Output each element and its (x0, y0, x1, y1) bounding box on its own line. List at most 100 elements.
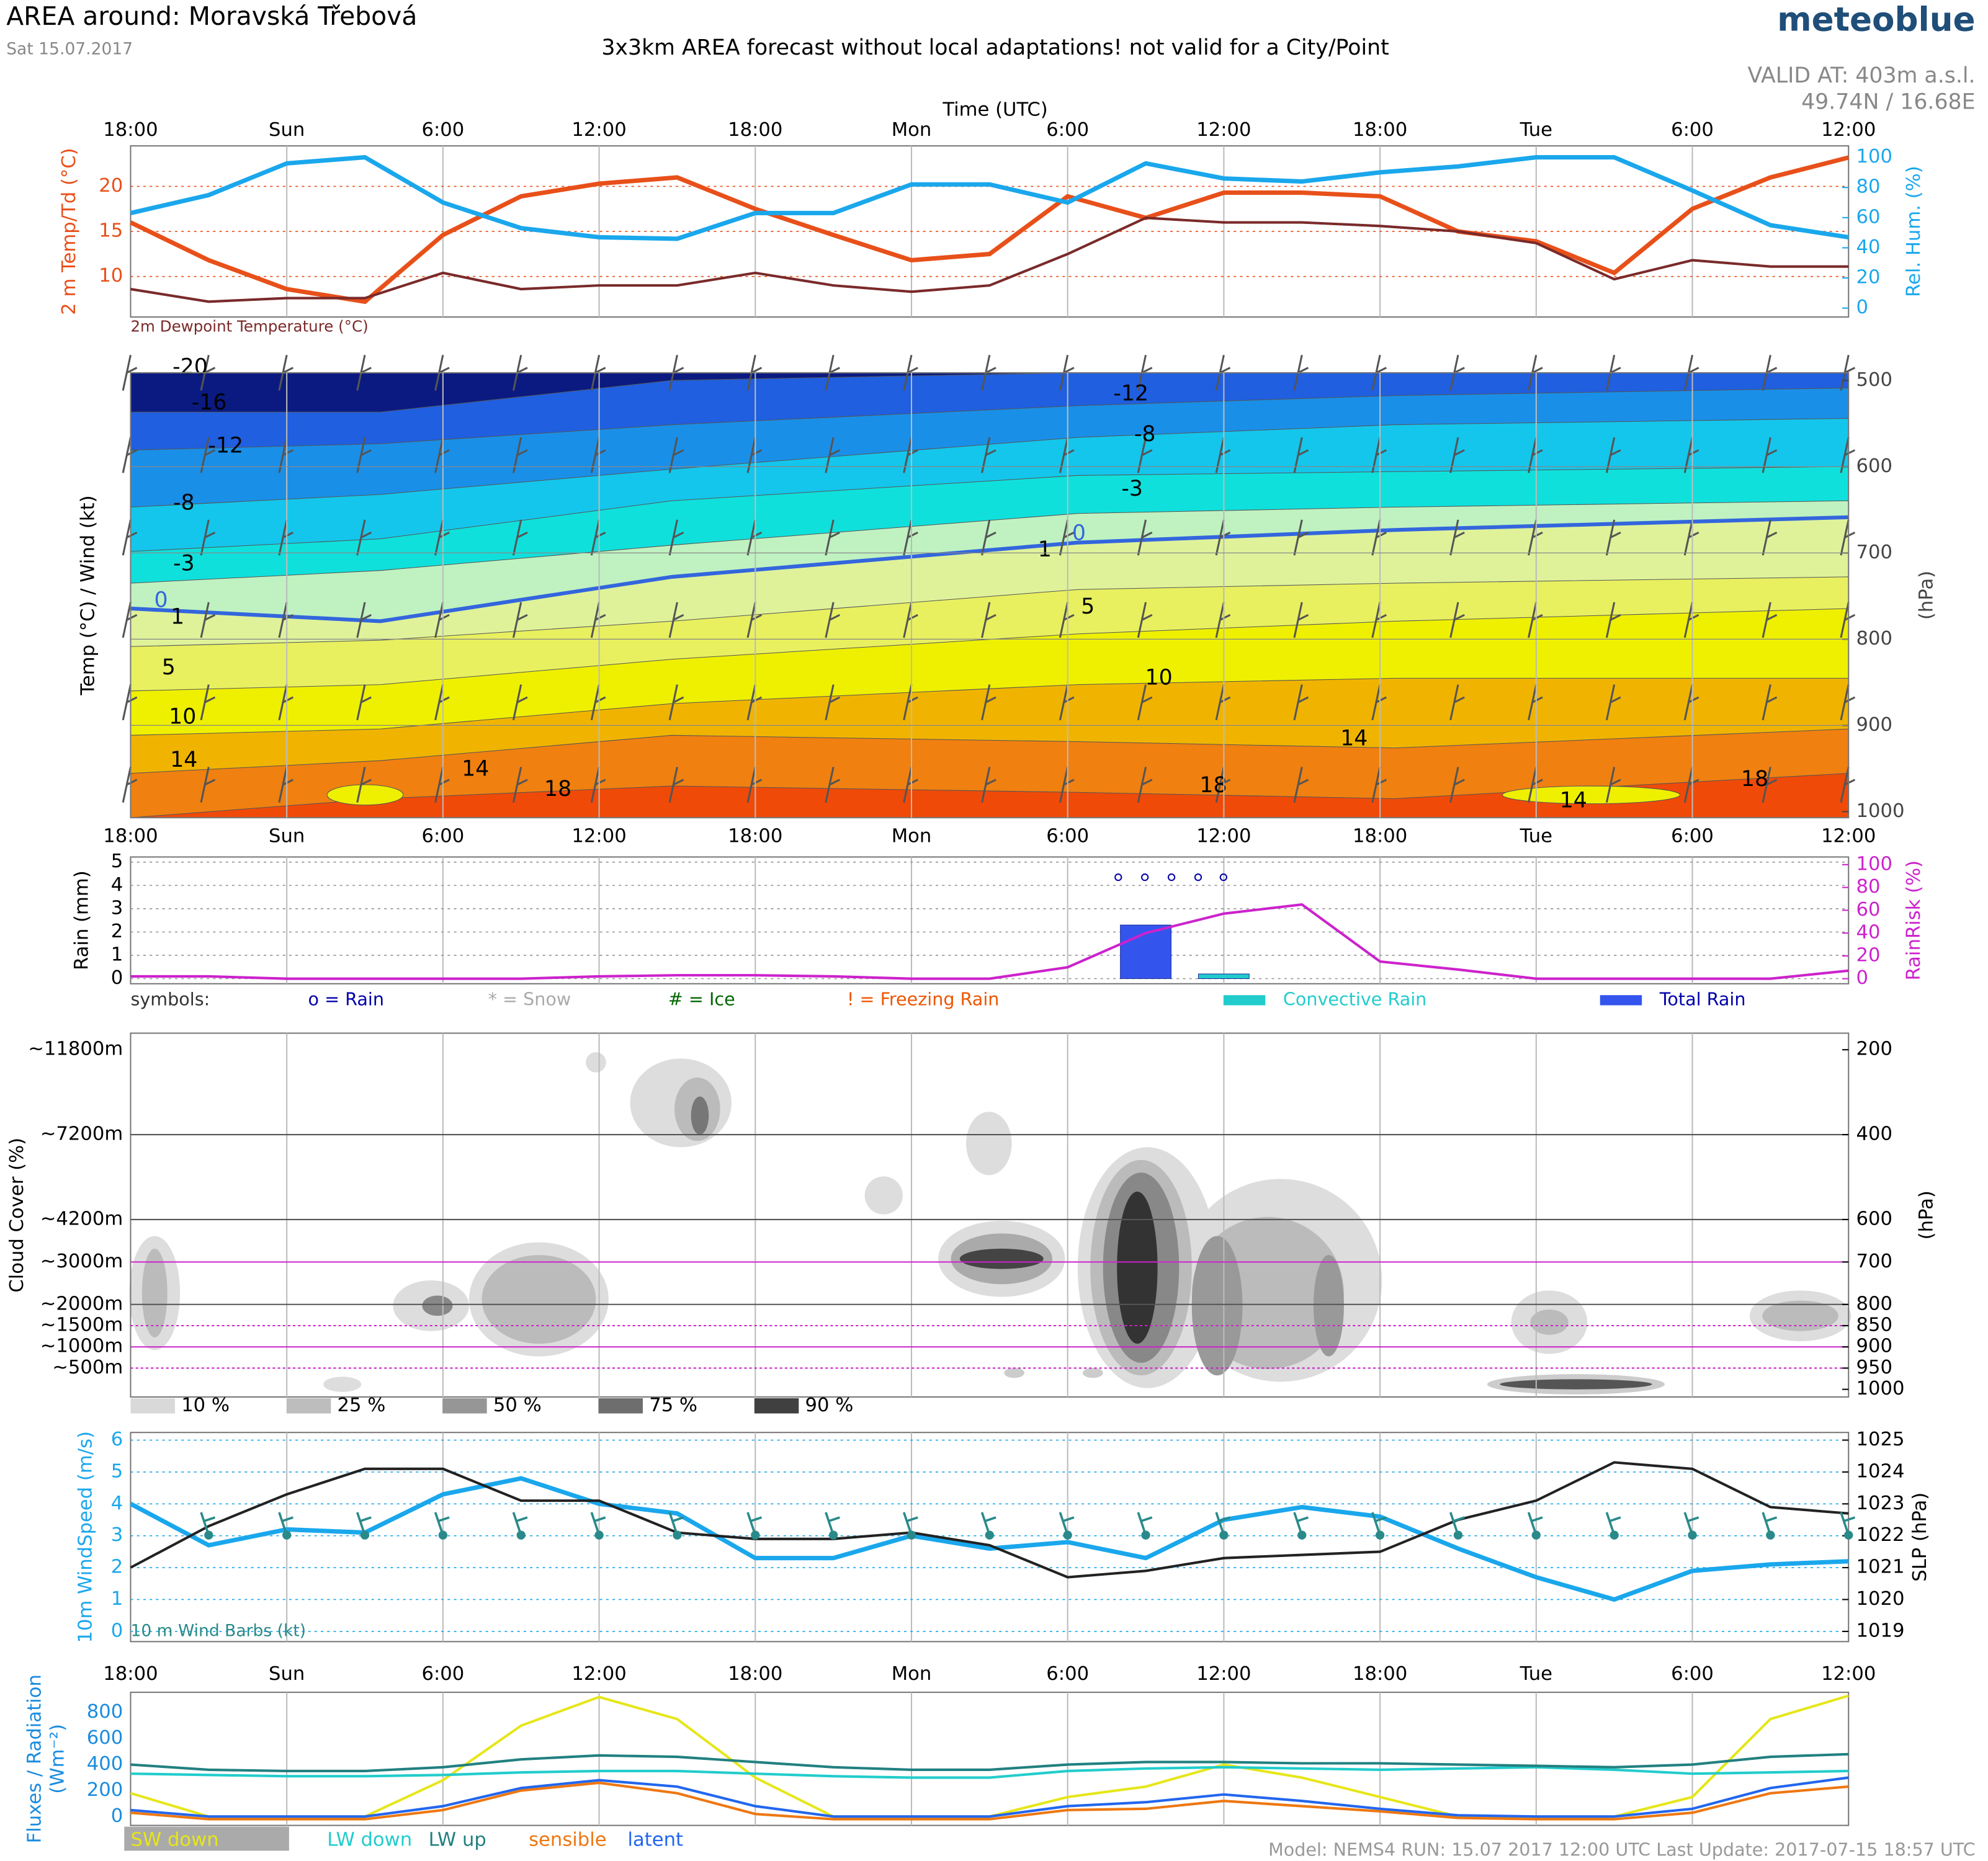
cloud-blob (481, 1255, 596, 1344)
time-label: Mon (892, 825, 932, 847)
wind-barb-dot (360, 1530, 370, 1540)
subtitle: 3x3km AREA forecast without local adapta… (601, 35, 1389, 60)
time-label: 12:00 (571, 1663, 626, 1685)
y-tick-label: ~7200m (40, 1123, 123, 1145)
time-label: 6:00 (1671, 119, 1714, 141)
wind-barb (1293, 519, 1309, 556)
wind-barb (825, 684, 841, 721)
y-tick-label: 200 (87, 1779, 123, 1801)
y-tick-label: 0 (111, 1620, 123, 1641)
wind-barb (1293, 684, 1309, 721)
time-axis-title: Time (UTC) (942, 99, 1047, 120)
y2-tick-label: 1024 (1856, 1460, 1904, 1482)
legend-label: 90 % (805, 1395, 854, 1416)
contour-label: 14 (1340, 726, 1368, 751)
wind-barb-dot (751, 1530, 760, 1540)
time-label: 12:00 (1196, 119, 1251, 141)
y2-tick-label: 1021 (1856, 1556, 1904, 1578)
y2-tick-label: 60 (1856, 206, 1880, 228)
contour-label: 10 (1145, 665, 1173, 690)
legend-label: Total Rain (1659, 988, 1746, 1009)
wind-barb (1215, 602, 1231, 638)
y2-tick-label: 950 (1856, 1357, 1892, 1378)
y-tick-label: 3 (111, 1524, 123, 1546)
wind-barb (122, 437, 138, 473)
contour-label: 14 (1560, 788, 1587, 813)
y2-tick-label: 800 (1856, 628, 1892, 649)
wind-barb (1605, 602, 1621, 638)
time-label: 18:00 (1353, 825, 1407, 847)
panel-frame (130, 856, 1850, 984)
wind-barb (1293, 602, 1309, 638)
wind-barb (512, 519, 528, 556)
wind-barb (1449, 684, 1465, 721)
y2-axis-label: RainRisk (%) (1903, 860, 1925, 981)
y-tick-label: 20 (99, 175, 123, 197)
warm-pocket (1502, 785, 1680, 805)
y-tick-label: 1 (111, 944, 123, 965)
contour-label: 0 (154, 588, 168, 613)
wind-barb-dot (204, 1530, 213, 1540)
wind-barb (1762, 519, 1778, 556)
wind-barb (122, 767, 138, 803)
y2-tick-label: 500 (1856, 369, 1892, 391)
time-label: 12:00 (1821, 825, 1876, 847)
contour-label: -12 (208, 433, 243, 458)
series-line (130, 1765, 1849, 1779)
cloud-blob (1762, 1300, 1838, 1331)
y2-tick-label: 80 (1856, 876, 1880, 898)
wind-barb (746, 684, 763, 721)
y2-tick-label: 850 (1856, 1314, 1892, 1336)
legend-label: 25 % (338, 1395, 386, 1416)
y2-tick-label: 1023 (1856, 1493, 1904, 1514)
wind-barb (1449, 602, 1465, 638)
wind-barb (512, 767, 528, 803)
y2-tick-label: 600 (1856, 455, 1892, 477)
wind-barb (1528, 602, 1543, 638)
panel-frame (130, 372, 1850, 819)
y2-tick-label: 200 (1856, 1038, 1892, 1060)
wind-barb (1293, 767, 1309, 803)
y-tick-label: 6 (111, 1429, 123, 1450)
symbol-legend: # = Ice (668, 988, 735, 1009)
legend-swatch (1223, 995, 1266, 1006)
y2-tick-label: 40 (1856, 922, 1880, 944)
wind-barb (1762, 684, 1778, 721)
y2-tick-label: 100 (1856, 853, 1892, 875)
wind-barb-dot (1063, 1530, 1072, 1540)
wind-barb (122, 354, 138, 391)
legend-label: LW down (327, 1829, 412, 1851)
wind-barb (1840, 684, 1856, 721)
y-axis-label: Fluxes / Radiation (24, 1674, 46, 1843)
wind-barb (1371, 684, 1387, 721)
wind-barb (590, 767, 606, 803)
wind-barb-dot (828, 1530, 838, 1540)
series-line (130, 1461, 1849, 1579)
wind-barb-dot (1453, 1530, 1463, 1540)
time-label: 18:00 (1353, 119, 1407, 141)
cloud-blob (1530, 1309, 1569, 1335)
panel-frame (130, 1692, 1850, 1826)
wind-barb (1683, 519, 1699, 556)
wind-barb (200, 684, 216, 721)
y-tick-label: ~1000m (40, 1336, 123, 1357)
contour-label: 5 (1081, 594, 1095, 619)
wind-barb-dot (673, 1530, 682, 1540)
wind-barb-dot (1531, 1530, 1541, 1540)
wind-barb (903, 684, 918, 721)
wind-barb (1215, 519, 1231, 556)
contour-label: -3 (173, 551, 195, 576)
y2-tick-label: 800 (1856, 1293, 1892, 1314)
y2-tick-label: 0 (1856, 297, 1868, 318)
cloud-blob (586, 1052, 606, 1073)
time-label: 12:00 (571, 119, 626, 141)
wind-barb (1605, 684, 1621, 721)
time-label: Tue (1520, 119, 1552, 141)
wind-barb (1371, 767, 1387, 803)
wind-barb-dot (282, 1530, 292, 1540)
wind-barb (1449, 519, 1465, 556)
wind-barb (825, 519, 841, 556)
legend-swatch (286, 1398, 331, 1414)
